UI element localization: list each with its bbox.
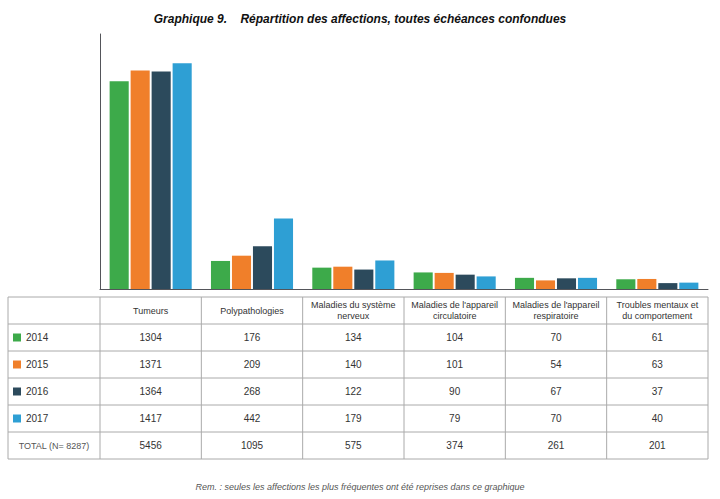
svg-text:2016: 2016	[26, 386, 49, 397]
svg-text:2017: 2017	[26, 413, 49, 424]
svg-text:70: 70	[550, 332, 562, 343]
svg-text:70: 70	[550, 413, 562, 424]
svg-text:1095: 1095	[241, 440, 264, 451]
svg-text:122: 122	[345, 386, 362, 397]
svg-text:140: 140	[345, 359, 362, 370]
svg-text:104: 104	[446, 332, 463, 343]
svg-text:Maladies de l'appareil: Maladies de l'appareil	[513, 300, 600, 310]
svg-text:37: 37	[652, 386, 664, 397]
svg-text:61: 61	[652, 332, 664, 343]
svg-text:2015: 2015	[26, 359, 49, 370]
svg-text:54: 54	[550, 359, 562, 370]
svg-text:du comportement: du comportement	[622, 311, 693, 321]
svg-text:Graphique 9. Répartition de: Graphique 9. Répartition des affections,…	[154, 12, 567, 26]
svg-text:Troubles mentaux et: Troubles mentaux et	[616, 300, 698, 310]
svg-text:209: 209	[244, 359, 261, 370]
svg-text:90: 90	[449, 386, 461, 397]
svg-text:79: 79	[449, 413, 461, 424]
svg-text:1371: 1371	[140, 359, 163, 370]
svg-text:101: 101	[446, 359, 463, 370]
svg-text:575: 575	[345, 440, 362, 451]
svg-text:374: 374	[446, 440, 463, 451]
svg-text:nerveux: nerveux	[337, 311, 370, 321]
svg-text:63: 63	[652, 359, 664, 370]
svg-text:176: 176	[244, 332, 261, 343]
svg-text:Maladies du système: Maladies du système	[311, 300, 396, 310]
svg-text:40: 40	[652, 413, 664, 424]
svg-text:Tumeurs: Tumeurs	[133, 306, 169, 316]
svg-text:Polypathologies: Polypathologies	[220, 306, 284, 316]
svg-text:1304: 1304	[140, 332, 163, 343]
svg-text:201: 201	[649, 440, 666, 451]
svg-text:circulatoire: circulatoire	[433, 311, 477, 321]
svg-text:134: 134	[345, 332, 362, 343]
svg-text:Maladies de l'appareil: Maladies de l'appareil	[411, 300, 498, 310]
svg-text:Rem. : seules les affections l: Rem. : seules les affections les plus fr…	[195, 482, 524, 492]
svg-text:442: 442	[244, 413, 261, 424]
svg-text:67: 67	[550, 386, 562, 397]
svg-text:261: 261	[548, 440, 565, 451]
svg-text:1364: 1364	[140, 386, 163, 397]
svg-text:respiratoire: respiratoire	[533, 311, 578, 321]
svg-text:1417: 1417	[140, 413, 163, 424]
svg-text:268: 268	[244, 386, 261, 397]
svg-text:179: 179	[345, 413, 362, 424]
svg-text:TOTAL (N= 8287): TOTAL (N= 8287)	[19, 441, 90, 451]
svg-text:5456: 5456	[140, 440, 163, 451]
svg-text:2014: 2014	[26, 332, 49, 343]
